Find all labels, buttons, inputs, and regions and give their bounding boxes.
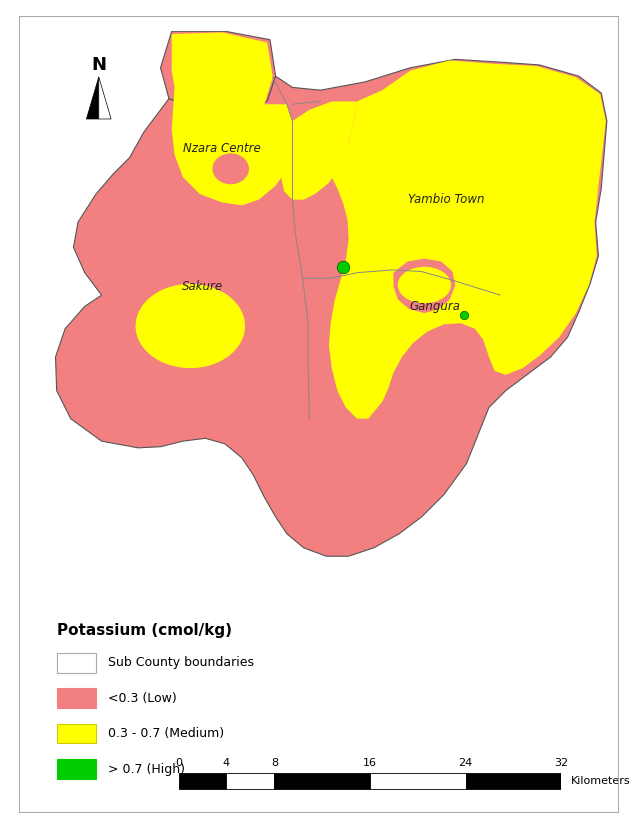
- Polygon shape: [394, 259, 456, 313]
- Text: Sakure: Sakure: [182, 280, 223, 293]
- Bar: [57, 688, 96, 708]
- Polygon shape: [161, 31, 276, 107]
- Ellipse shape: [397, 267, 451, 303]
- Polygon shape: [281, 102, 357, 200]
- Text: 0: 0: [175, 758, 182, 768]
- Text: Nzara Centre: Nzara Centre: [183, 141, 261, 154]
- Text: > 0.7 (High): > 0.7 (High): [108, 763, 186, 776]
- Text: <0.3 (Low): <0.3 (Low): [108, 691, 177, 704]
- Text: N: N: [91, 56, 107, 74]
- Ellipse shape: [212, 154, 249, 184]
- Bar: [57, 724, 96, 744]
- Text: 8: 8: [271, 758, 278, 768]
- Text: 4: 4: [223, 758, 230, 768]
- Text: 0.3 - 0.7 (Medium): 0.3 - 0.7 (Medium): [108, 727, 225, 741]
- Bar: [57, 653, 96, 672]
- Text: 24: 24: [459, 758, 473, 768]
- Text: Yambio Town: Yambio Town: [408, 193, 484, 206]
- Text: Sub County boundaries: Sub County boundaries: [108, 656, 255, 669]
- Ellipse shape: [135, 284, 245, 368]
- Polygon shape: [56, 59, 607, 556]
- Text: 16: 16: [363, 758, 377, 768]
- Polygon shape: [99, 77, 111, 119]
- Bar: [274, 773, 370, 789]
- Text: 32: 32: [554, 758, 568, 768]
- Polygon shape: [329, 61, 605, 419]
- Text: Gangura: Gangura: [409, 300, 460, 313]
- Bar: [179, 773, 226, 789]
- Polygon shape: [86, 77, 99, 119]
- Text: Potassium (cmol/kg): Potassium (cmol/kg): [57, 623, 232, 638]
- Bar: [370, 773, 466, 789]
- Bar: [226, 773, 274, 789]
- Text: Kilometers: Kilometers: [571, 777, 630, 787]
- Bar: [466, 773, 561, 789]
- Polygon shape: [172, 32, 295, 205]
- Bar: [57, 759, 96, 779]
